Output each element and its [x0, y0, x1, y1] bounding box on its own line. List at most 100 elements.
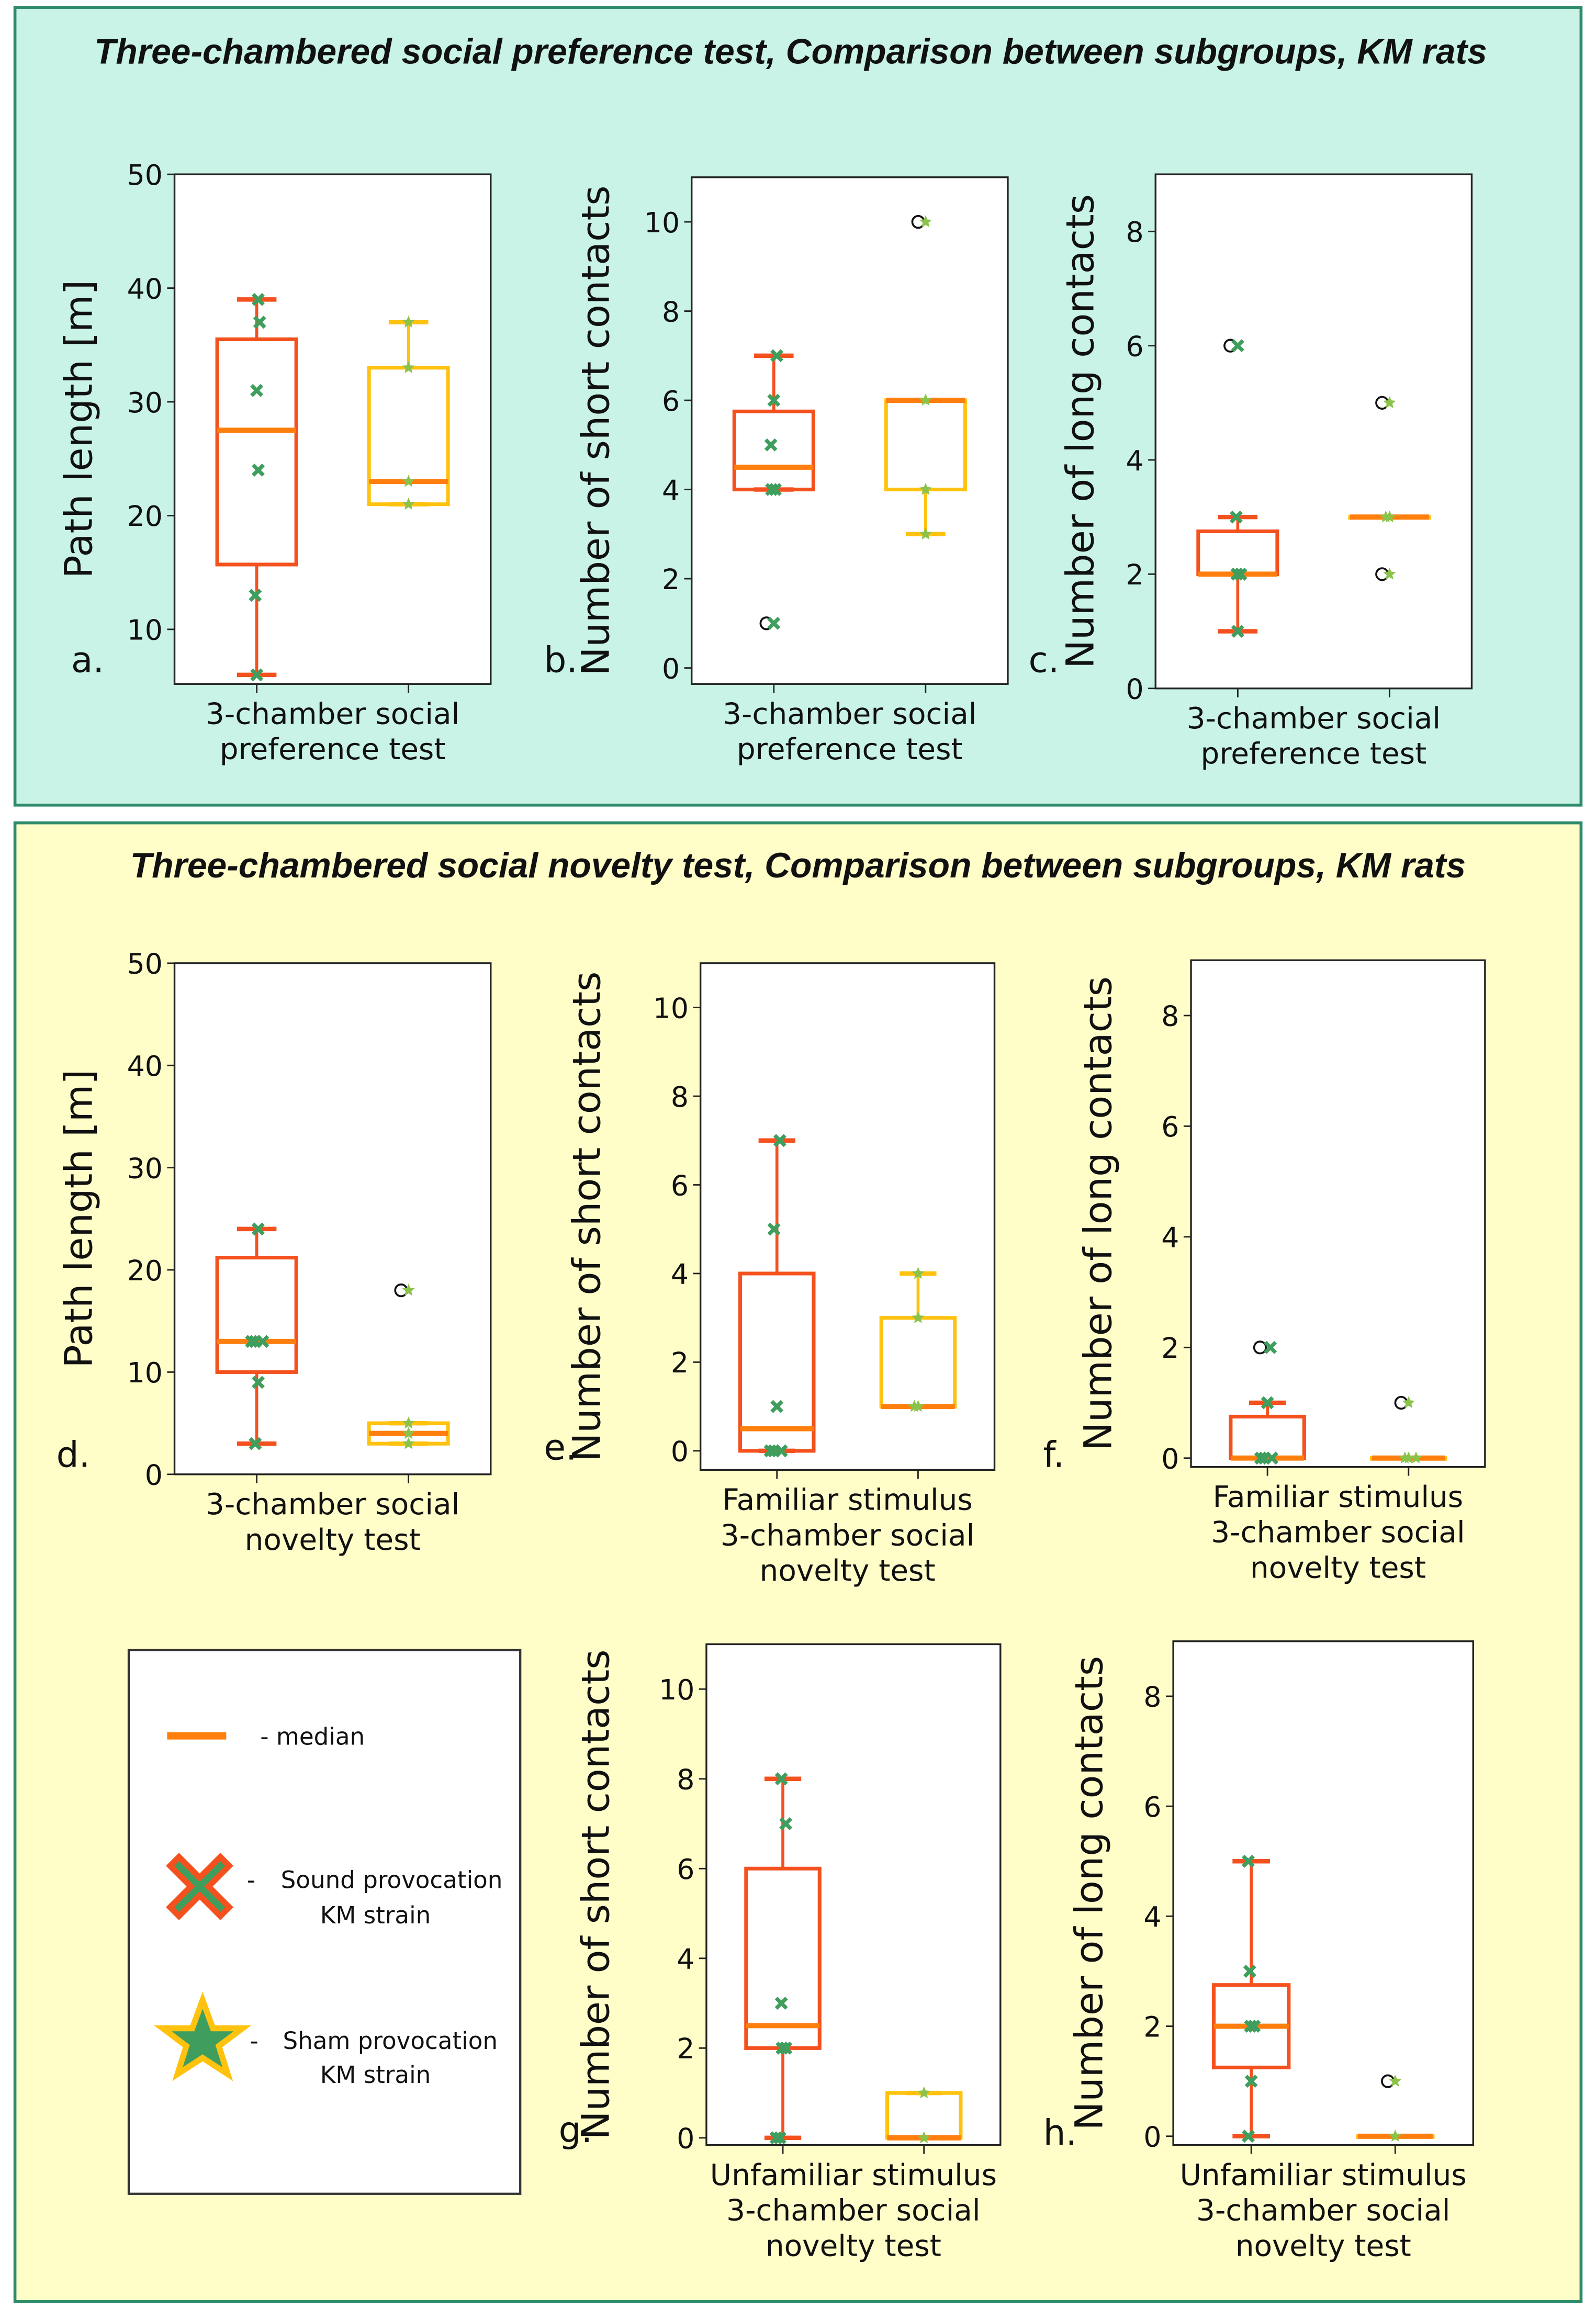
sound-data-point	[249, 589, 262, 602]
sham-data-point	[1402, 1396, 1415, 1409]
y-tick-label: 2	[662, 563, 680, 596]
x-axis-label: novelty test	[766, 2229, 941, 2263]
y-tick-label: 8	[1161, 1000, 1179, 1033]
y-tick-label: 8	[677, 1763, 694, 1796]
sound-data-point	[774, 1772, 788, 1786]
legend-sham-label: Sham provocation	[283, 2027, 498, 2055]
sham-data-point	[1389, 2129, 1402, 2142]
y-tick-label: 40	[127, 272, 163, 305]
legend-dash-1: -	[247, 1866, 255, 1894]
plot-area	[173, 173, 492, 685]
sound-data-point	[1230, 567, 1244, 581]
sound-cross-legend-icon	[166, 1853, 233, 1920]
sound-data-point	[774, 1444, 788, 1458]
sound-data-point	[1231, 339, 1244, 353]
x-axis-label: 3-chamber social	[723, 697, 976, 731]
y-tick-label: 6	[677, 1853, 694, 1886]
sound-data-point	[250, 668, 264, 682]
plot-area	[699, 962, 996, 1471]
y-tick-label: 6	[671, 1169, 689, 1202]
y-tick-label: 50	[127, 948, 163, 981]
x-axis-label: Familiar stimulus	[1213, 1480, 1464, 1514]
y-tick-label: 30	[127, 1152, 163, 1185]
sound-data-point	[1242, 2130, 1255, 2143]
y-tick-label: 10	[644, 206, 680, 239]
y-tick-label: 10	[127, 1356, 163, 1389]
legend: - median - Sound provocation KM strain -…	[127, 1649, 522, 2195]
sound-data-point	[770, 349, 783, 363]
sham-data-point	[1389, 2074, 1402, 2087]
sham-data-point	[402, 1426, 415, 1439]
sound-data-point	[767, 1222, 781, 1236]
x-axis-label: Familiar stimulus	[722, 1483, 973, 1517]
sham-data-point	[917, 2086, 930, 2099]
legend-box	[127, 1649, 522, 2195]
sound-data-point	[765, 483, 779, 497]
x-axis-label: 3-chamber social	[1187, 702, 1441, 736]
sham-data-point	[919, 527, 932, 540]
sham-data-point	[402, 475, 415, 487]
sound-data-point	[1247, 2020, 1261, 2033]
sound-data-point	[1264, 1341, 1277, 1354]
plot-area	[1172, 1640, 1474, 2146]
sham-data-point	[1398, 1451, 1411, 1463]
plot-area	[1190, 959, 1486, 1468]
sound-data-point	[251, 1376, 265, 1389]
chart-f: 0 2 4 6 8 Number of long contacts f. Familiar s…	[1043, 959, 1486, 1585]
x-axis-label: Unfamiliar stimulus	[710, 2158, 997, 2192]
sound-data-point	[1261, 1396, 1274, 1410]
y-tick-label: 8	[671, 1080, 689, 1113]
chart-d: 0 10 20 30 40 50 Path length [m] d. 3-chamber so…	[57, 948, 492, 1557]
sound-data-point	[779, 2041, 793, 2055]
y-tick-label: 40	[127, 1050, 163, 1083]
box	[738, 1271, 816, 1453]
y-tick-label: 2	[1126, 558, 1144, 591]
panel-letter: g.	[559, 2109, 593, 2150]
sound-data-point	[774, 1997, 788, 2010]
y-tick-label: 0	[1143, 2121, 1161, 2154]
bottom-panel-title: Three-chambered social novelty test, Com…	[130, 846, 1466, 885]
y-tick-label: 4	[677, 1943, 694, 1976]
legend-sham-label-2: KM strain	[320, 2061, 431, 2089]
box	[215, 337, 298, 567]
y-axis-label: Number of short contacts	[565, 972, 610, 1462]
y-tick-label: 2	[1143, 2010, 1161, 2043]
legend-sound-label: Sound provocation	[281, 1866, 503, 1894]
sound-data-point	[775, 2041, 789, 2055]
legend-median-label: - median	[260, 1722, 365, 1750]
sound-data-point	[251, 1222, 265, 1236]
y-tick-label: 6	[1126, 330, 1144, 363]
y-tick-label: 20	[127, 1254, 163, 1287]
panel-letter: e.	[544, 1427, 577, 1468]
sound-data-point	[251, 463, 265, 477]
sound-data-point	[764, 438, 778, 452]
y-axis-label: Path length [m]	[57, 280, 101, 579]
y-tick-label: 4	[1161, 1221, 1179, 1254]
x-axis-label: 3-chamber social	[206, 697, 459, 731]
y-tick-label: 50	[127, 159, 163, 192]
sound-data-point	[1254, 1451, 1267, 1465]
x-axis-label: preference test	[737, 733, 963, 767]
sound-data-point	[769, 483, 782, 497]
sound-data-point	[250, 384, 264, 397]
sound-data-point	[1265, 1451, 1279, 1465]
box	[215, 1256, 298, 1374]
plot-area	[705, 1643, 1002, 2146]
panel-letter: a.	[71, 639, 104, 681]
y-tick-label: 0	[1161, 1443, 1179, 1475]
sound-data-point	[1242, 1854, 1255, 1868]
sham-data-point	[919, 215, 932, 228]
sham-data-point	[1383, 396, 1396, 409]
sound-data-point	[770, 1400, 784, 1413]
x-axis-label: 3-chamber social	[206, 1488, 459, 1522]
legend-sound-label-2: KM strain	[320, 1901, 431, 1929]
y-tick-label: 6	[1161, 1110, 1179, 1143]
x-axis-label: novelty test	[1235, 2229, 1411, 2263]
sound-data-point	[1243, 1964, 1256, 1978]
sham-data-point	[912, 1311, 925, 1323]
sound-data-point	[245, 1335, 258, 1348]
sound-data-point	[249, 1437, 262, 1450]
